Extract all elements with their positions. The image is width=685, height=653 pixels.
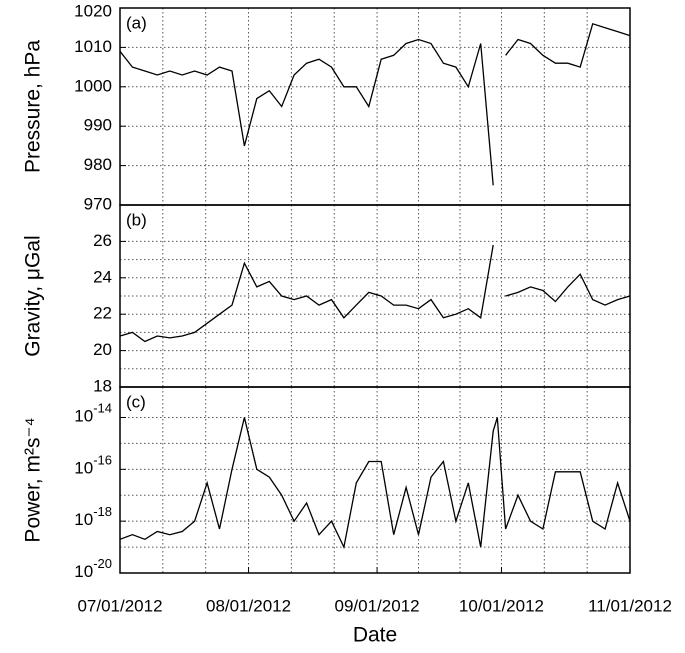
y-tick-label: 10-20 xyxy=(74,556,112,581)
y-tick-exponent: -14 xyxy=(93,401,112,416)
y-tick-label: 22 xyxy=(93,304,112,323)
panel-label: (a) xyxy=(126,13,147,32)
y-tick-exponent: -16 xyxy=(93,453,112,468)
y-tick-label: 18 xyxy=(93,376,112,395)
y-tick-label: 970 xyxy=(84,194,112,213)
y-tick-label: 1000 xyxy=(74,76,112,95)
panel-label: (b) xyxy=(126,210,147,229)
series-line xyxy=(119,417,631,550)
plot-frame xyxy=(119,386,631,574)
y-tick-label: 990 xyxy=(84,116,112,135)
panel-label: (c) xyxy=(126,392,146,411)
y-tick-base: 10 xyxy=(74,407,93,426)
plot-frame xyxy=(119,7,631,206)
y-tick-label: 26 xyxy=(93,231,112,250)
y-tick-label: 1020 xyxy=(74,1,112,20)
y-tick-label: 24 xyxy=(93,267,112,286)
series-line xyxy=(119,22,631,186)
x-tick-label: 07/01/2012 xyxy=(77,596,162,615)
y-tick-exponent: -18 xyxy=(93,505,112,520)
y-tick-base: 10 xyxy=(74,511,93,530)
y-tick-exponent: -20 xyxy=(93,556,112,571)
x-axis-title: Date xyxy=(353,624,397,647)
y-tick-label: 980 xyxy=(84,155,112,174)
y-axis-title: Pressure, hPa xyxy=(22,40,45,173)
series-line xyxy=(119,244,631,343)
y-tick-base: 10 xyxy=(74,459,93,478)
y-tick-label: 10-18 xyxy=(74,505,112,530)
x-tick-label: 09/01/2012 xyxy=(335,596,420,615)
y-axis-title: Power, m²s⁻⁴ xyxy=(22,417,45,542)
y-tick-label: 10-14 xyxy=(74,401,112,426)
x-tick-label: 10/01/2012 xyxy=(459,596,544,615)
y-tick-label: 1010 xyxy=(74,37,112,56)
x-tick-label: 08/01/2012 xyxy=(206,596,291,615)
y-axis-title: Gravity, μGal xyxy=(22,235,45,356)
y-tick-label: 20 xyxy=(93,340,112,359)
y-tick-base: 10 xyxy=(74,562,93,581)
y-tick-label: 10-16 xyxy=(74,453,112,478)
x-tick-label: 11/01/2012 xyxy=(588,596,672,615)
